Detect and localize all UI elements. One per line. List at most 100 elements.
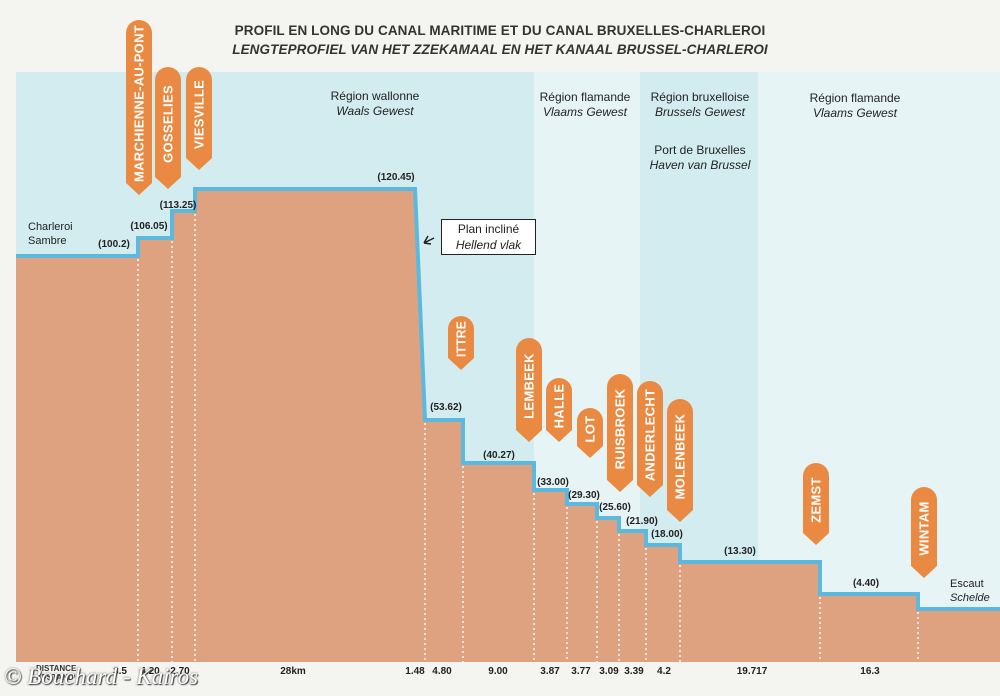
- marker-pin: [667, 399, 693, 522]
- distance-value: 2.70: [170, 666, 190, 677]
- marker-pin: [803, 463, 829, 545]
- region-flamande-1: Région flamande Vlaams Gewest: [520, 90, 650, 120]
- lock-name-label: HALLE: [552, 384, 567, 429]
- lock-marker: MARCHIENNE-AU-PONT: [126, 20, 152, 195]
- marker-pin: [911, 487, 937, 578]
- region-label-fr: Région flamande: [809, 91, 901, 105]
- end-label-line2: Schelde: [950, 592, 990, 604]
- region-label-nl: Waals Gewest: [336, 104, 414, 118]
- distance-value: 4.20: [140, 666, 160, 677]
- distance-value: 28km: [280, 666, 306, 677]
- start-label: Charleroi Sambre: [28, 220, 73, 248]
- lock-marker: LOT: [577, 408, 603, 458]
- distance-value: 3.09: [599, 666, 619, 677]
- region-label-nl: Vlaams Gewest: [542, 105, 628, 119]
- region-flamande-2: Région flamande Vlaams Gewest: [790, 91, 920, 121]
- ground-profile: [16, 189, 1000, 662]
- elevation-label: (40.27): [483, 450, 515, 461]
- lock-marker: HALLE: [546, 378, 572, 442]
- lock-name-label: ANDERLECHT: [643, 389, 658, 482]
- lock-name-label: WINTAM: [917, 501, 932, 555]
- elevation-label: (33.00): [537, 477, 569, 488]
- watermark: © Bouchard - Kairos: [4, 664, 199, 689]
- inclined-plane-fr: Plan incliné: [457, 222, 520, 236]
- lock-markers: MARCHIENNE-AU-PONT GOSSELIES VIESVILLE ITTR…: [126, 20, 937, 578]
- marker-pin: [607, 374, 633, 492]
- distance-label-fr: DISTANCE: [36, 664, 77, 673]
- elevation-label: (120.45): [377, 172, 415, 183]
- port-de-bruxelles: Port de Bruxelles Haven van Brussel: [630, 143, 770, 173]
- region-label-fr: Région wallonne: [330, 89, 420, 103]
- lock-marker: RUISBROEK: [607, 374, 633, 492]
- marker-pin: [186, 67, 212, 170]
- marker-pin: [577, 408, 603, 458]
- elevation-label: (100.2): [98, 239, 130, 250]
- lock-dotted-lines: [137, 214, 919, 662]
- lock-name-label: LEMBEEK: [522, 353, 537, 419]
- distance-value: 16.3: [860, 666, 880, 677]
- port-label-nl: Haven van Brussel: [649, 158, 751, 172]
- distance-value: 3.5: [113, 666, 127, 677]
- marker-pin: [637, 381, 663, 497]
- elevation-label: (106.05): [130, 221, 168, 232]
- lock-marker: WINTAM: [911, 487, 937, 578]
- title-french: PROFIL EN LONG DU CANAL MARITIME ET DU C…: [234, 23, 766, 38]
- region-label-fr: Région bruxelloise: [650, 90, 750, 104]
- lock-name-label: LOT: [583, 416, 598, 443]
- distance-value: 3.87: [540, 666, 560, 677]
- arrow-icon: [423, 235, 435, 245]
- marker-pin: [126, 20, 152, 195]
- marker-pin: [155, 67, 181, 189]
- lock-name-label: ZEMST: [809, 477, 824, 523]
- lock-marker: MOLENBEEK: [667, 399, 693, 522]
- distance-value: 1.48: [405, 666, 425, 677]
- marker-pin: [516, 338, 542, 442]
- elevation-label: (4.40): [852, 578, 880, 589]
- distance-value: 3.77: [571, 666, 591, 677]
- lock-name-label: RUISBROEK: [613, 388, 628, 469]
- marker-pin: [546, 378, 572, 442]
- elevation-label: (113.25): [159, 200, 197, 211]
- distance-value: 4.80: [432, 666, 452, 677]
- lock-marker: ZEMST: [803, 463, 829, 545]
- end-label: Escaut Schelde: [950, 577, 990, 605]
- inclined-plane-nl: Hellend vlak: [455, 238, 522, 252]
- distance-value: 3.39: [624, 666, 644, 677]
- lock-name-label: MOLENBEEK: [673, 413, 688, 499]
- start-label-line2: Sambre: [28, 235, 67, 247]
- distance-axis-label: DISTANCE AFSTAND: [36, 664, 76, 682]
- port-label-fr: Port de Bruxelles: [654, 143, 746, 157]
- elevation-label: (13.30): [724, 546, 756, 557]
- distance-value: 9.00: [488, 666, 508, 677]
- distance-label-nl: AFSTAND: [36, 673, 74, 682]
- region-label-fr: Région flamande: [539, 90, 631, 104]
- lock-name-label: ITTRE: [454, 321, 469, 357]
- region-wallonne: Région wallonne Waals Gewest: [300, 89, 450, 119]
- elevation-label: (18.00): [651, 529, 683, 540]
- lock-name-label: MARCHIENNE-AU-PONT: [132, 25, 147, 182]
- start-label-line1: Charleroi: [28, 221, 73, 233]
- lock-marker: GOSSELIES: [155, 67, 181, 189]
- elevation-label: (53.62): [430, 402, 462, 413]
- lock-name-label: VIESVILLE: [192, 80, 207, 149]
- region-label-nl: Brussels Gewest: [654, 105, 746, 119]
- lock-marker: VIESVILLE: [186, 67, 212, 170]
- lock-marker: ITTRE: [448, 316, 474, 370]
- elevation-label: (21.90): [626, 516, 658, 527]
- end-label-line1: Escaut: [950, 578, 984, 590]
- distance-value: 4.2: [657, 666, 671, 677]
- ground-fill: [16, 189, 1000, 662]
- water-surface: [16, 187, 1000, 611]
- water-line: [16, 187, 1000, 611]
- elevation-label: (29.30): [568, 490, 600, 501]
- lock-marker: LEMBEEK: [516, 338, 542, 442]
- region-label-nl: Vlaams Gewest: [812, 106, 898, 120]
- lock-name-label: GOSSELIES: [161, 85, 176, 163]
- inclined-plane-box: Plan incliné Hellend vlak: [441, 219, 536, 255]
- marker-pin: [448, 316, 474, 370]
- elevation-label: (25.60): [599, 502, 631, 513]
- lock-marker: ANDERLECHT: [637, 381, 663, 497]
- distance-value: 19.717: [736, 666, 768, 677]
